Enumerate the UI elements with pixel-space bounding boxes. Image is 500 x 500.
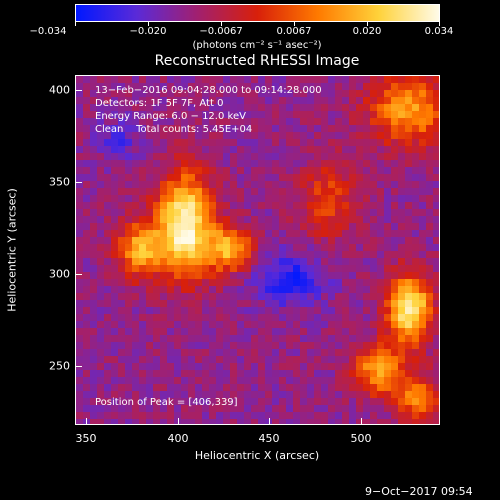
y-tick-label: 250 (49, 359, 70, 373)
x-tick-mark (361, 418, 362, 425)
y-tick-mark (75, 274, 82, 275)
clean-counts-text: Clean Total counts: 5.45E+04 (95, 124, 253, 135)
y-tick-mark (75, 182, 82, 183)
colorbar-tick (221, 22, 222, 26)
colorbar-tick (148, 22, 149, 26)
y-tick-label: 350 (49, 175, 70, 189)
colorbar (75, 4, 440, 22)
x-tick-label: 500 (350, 432, 372, 445)
colorbar-label: −0.034 (29, 26, 67, 37)
flux-image (76, 76, 439, 424)
x-tick-label: 350 (75, 432, 97, 445)
generated-timestamp: 9−Oct−2017 09:54 (365, 485, 473, 498)
colorbar-label: 0.034 (424, 26, 454, 37)
time-range-text: 13−Feb−2016 09:04:28.000 to 09:14:28.000 (95, 85, 322, 96)
peak-position-text: Position of Peak = [406,339] (95, 397, 238, 408)
y-tick-label: 300 (49, 267, 70, 281)
colorbar-tick (75, 22, 76, 26)
x-axis-label: Heliocentric X (arcsec) (194, 449, 320, 462)
x-tick-mark (178, 418, 179, 425)
x-tick-mark (86, 418, 87, 425)
energy-range-text: Energy Range: 6.0 − 12.0 keV (95, 111, 246, 122)
colorbar-tick (294, 22, 295, 26)
plot-area (75, 75, 440, 425)
x-tick-mark (269, 418, 270, 425)
x-tick-label: 450 (258, 432, 280, 445)
x-tick-label: 400 (167, 432, 189, 445)
colorbar-units: (photons cm⁻² s⁻¹ asec⁻²) (192, 40, 322, 51)
colorbar-tick (439, 22, 440, 26)
y-tick-mark (75, 366, 82, 367)
colorbar-label: 0.020 (352, 26, 382, 37)
colorbar-tick (367, 22, 368, 26)
y-tick-mark (75, 90, 82, 91)
colorbar-label: −0.020 (129, 26, 167, 37)
y-tick-label: 400 (49, 83, 70, 97)
y-axis-label: Heliocentric Y (arcsec) (5, 188, 19, 312)
image-title: Reconstructed RHESSI Image (154, 53, 360, 69)
colorbar-label: −0.0067 (199, 26, 243, 37)
colorbar-label: 0.0067 (276, 26, 312, 37)
detectors-text: Detectors: 1F 5F 7F, Att 0 (95, 98, 224, 109)
